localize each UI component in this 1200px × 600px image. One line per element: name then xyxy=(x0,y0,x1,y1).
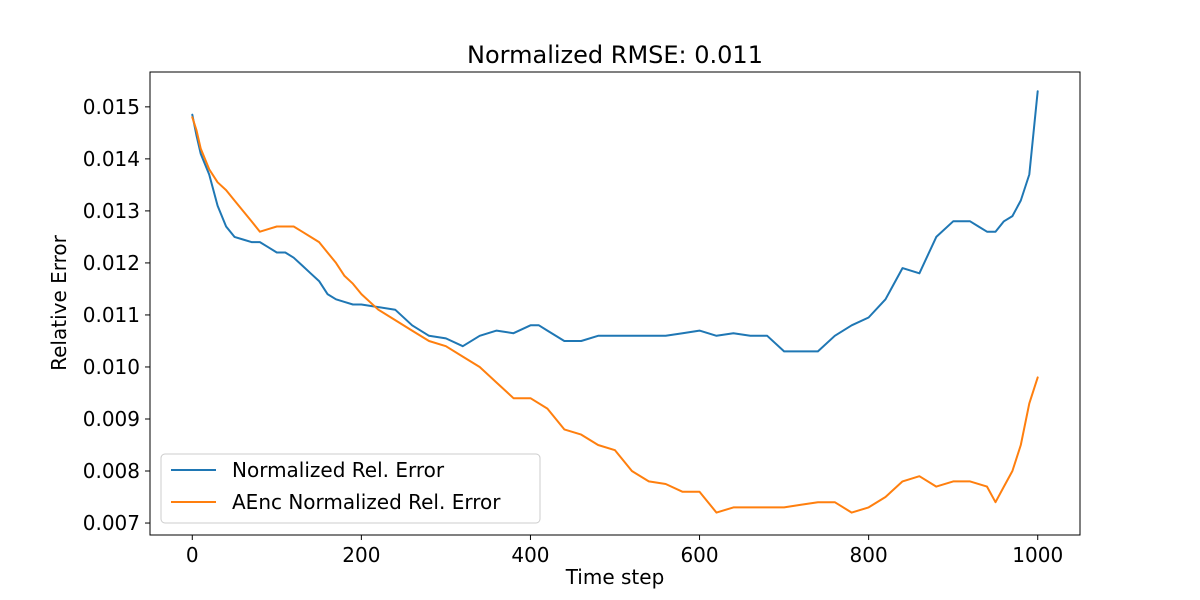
x-axis: 0 200 400 600 800 1000 xyxy=(186,535,1063,567)
chart-title: Normalized RMSE: 0.011 xyxy=(467,41,763,69)
x-tick-label: 200 xyxy=(342,543,380,567)
y-tick-label: 0.010 xyxy=(83,355,140,379)
x-tick-label: 0 xyxy=(186,543,199,567)
plot-area xyxy=(149,71,1081,536)
x-tick-label: 400 xyxy=(511,543,549,567)
y-axis-label: Relative Error xyxy=(47,234,71,371)
x-tick-label: 600 xyxy=(680,543,718,567)
legend: Normalized Rel. Error AEnc Normalized Re… xyxy=(160,453,541,524)
x-axis-label: Time step xyxy=(565,565,665,589)
y-tick-label: 0.007 xyxy=(83,511,140,535)
legend-label-aenc-normalized-rel-error: AEnc Normalized Rel. Error xyxy=(232,490,501,514)
y-tick-label: 0.012 xyxy=(83,251,140,275)
plot-frame xyxy=(149,71,1081,536)
x-tick-label: 1000 xyxy=(1012,543,1063,567)
legend-label-normalized-rel-error: Normalized Rel. Error xyxy=(232,458,445,482)
y-tick-label: 0.014 xyxy=(83,147,140,171)
y-tick-label: 0.011 xyxy=(83,303,140,327)
series-layer xyxy=(191,90,1039,514)
x-tick-label: 800 xyxy=(850,543,888,567)
y-axis: 0.007 0.008 0.009 0.010 0.011 0.012 0.013 0.014… xyxy=(83,95,150,535)
y-tick-label: 0.008 xyxy=(83,459,140,483)
legend-box xyxy=(160,453,541,524)
series-line-aenc-normalized-rel-error xyxy=(191,116,1039,514)
series-line-normalized-rel-error xyxy=(191,90,1039,353)
y-tick-label: 0.013 xyxy=(83,199,140,223)
y-tick-label: 0.009 xyxy=(83,407,140,431)
y-tick-label: 0.015 xyxy=(83,95,140,119)
